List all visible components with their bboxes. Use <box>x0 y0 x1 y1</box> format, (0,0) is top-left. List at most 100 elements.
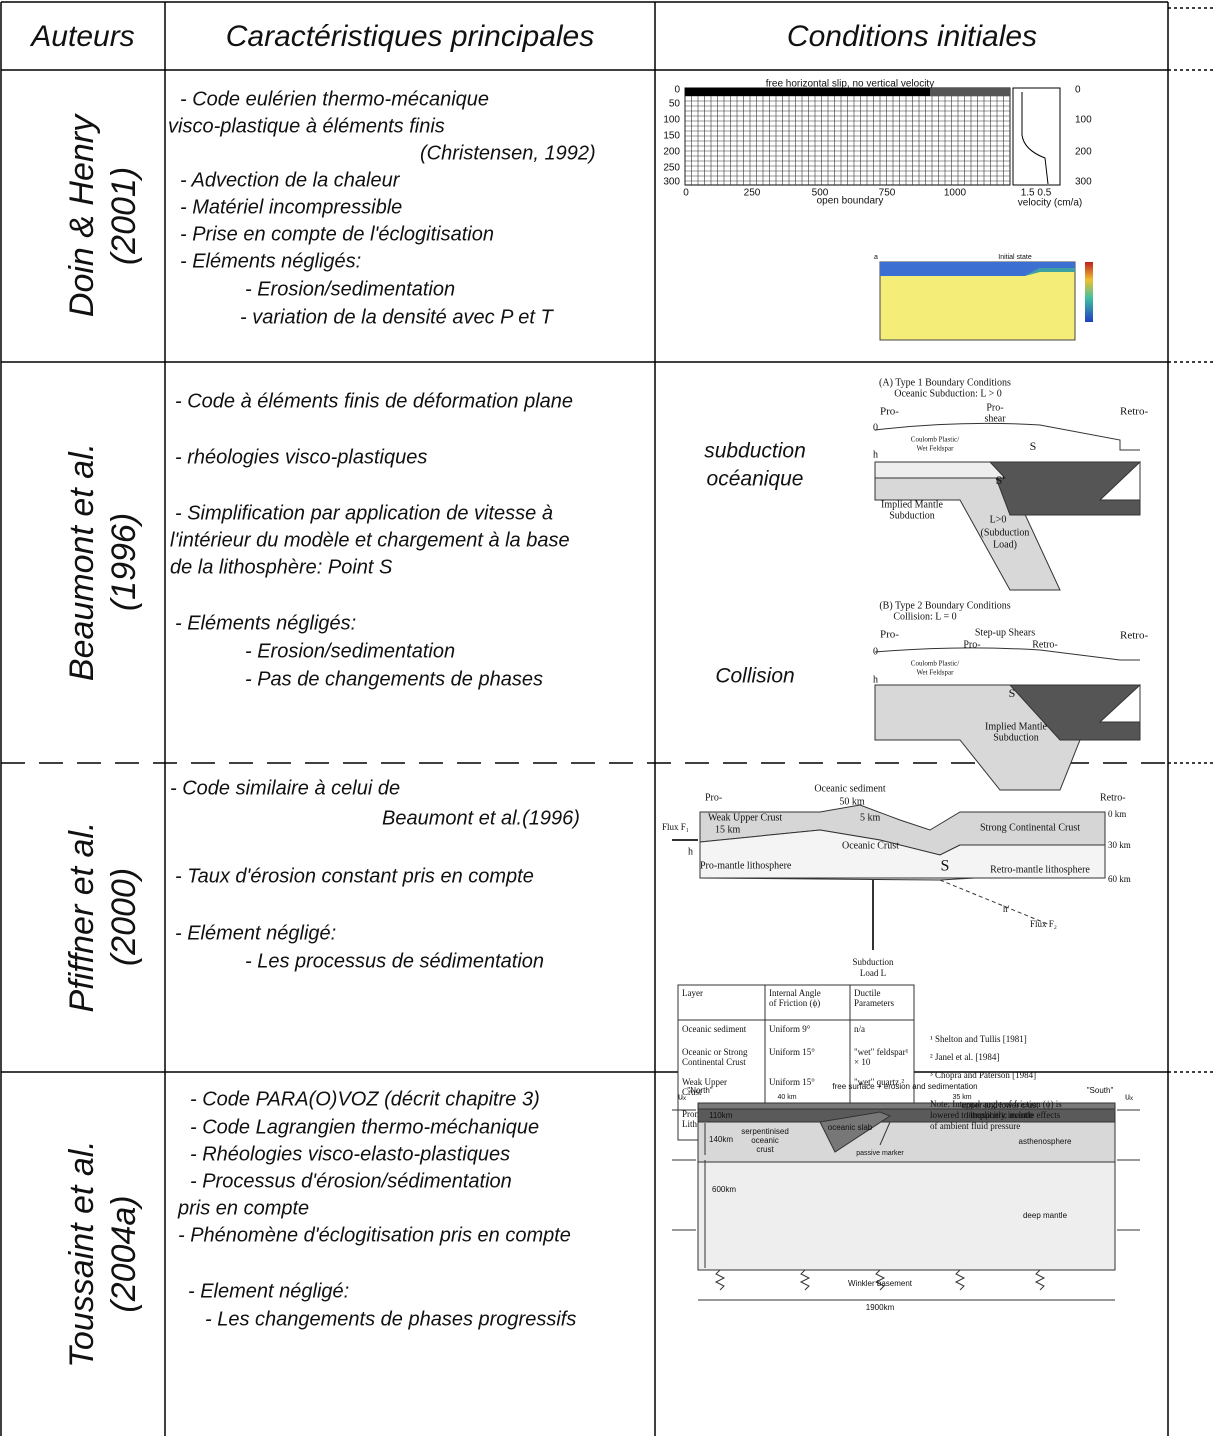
characteristic-line: - Element négligé: <box>188 1280 349 1302</box>
author: Doin & Henry <box>63 113 101 317</box>
figure-label: Pro- <box>880 629 899 641</box>
figure-label: 300 <box>663 177 680 188</box>
characteristic-line: visco-plastique à éléments finis <box>168 115 445 137</box>
figure-label: free surface + erosion and sedimentation <box>832 1082 977 1091</box>
figure-label: shear <box>984 413 1006 424</box>
header-cell: Auteurs <box>29 20 134 53</box>
table-cell: Crust <box>682 1087 702 1097</box>
characteristic-line: - Code eulérien thermo-mécanique <box>180 88 489 110</box>
figure-label: Oceanic sediment <box>814 783 886 794</box>
condition-label: Collision <box>715 665 794 688</box>
retro-block <box>1008 684 1141 741</box>
figure-label: asthenosphere <box>1019 1137 1072 1146</box>
figure-label: Retro- <box>1120 630 1148 642</box>
figure-label: free horizontal slip, no vertical veloci… <box>766 79 934 90</box>
table-cell: Uniform 9° <box>769 1024 811 1034</box>
figure-label: Retro- <box>1032 639 1058 650</box>
crust-layer <box>697 1102 1116 1110</box>
figure-label: uₓ <box>678 1091 686 1101</box>
note: Note: Internal angle of friction (ϕ) is <box>930 1099 1062 1109</box>
retro-block <box>989 461 1141 516</box>
figure-label: deep mantle <box>1023 1211 1068 1220</box>
figure-label: 40 km <box>777 1094 796 1101</box>
author: (1996) <box>105 513 143 611</box>
figure-label: Pro- <box>986 402 1003 413</box>
figure-label: 0 <box>873 422 878 433</box>
figure-label: h' <box>1003 904 1010 914</box>
note: ³ Chopra and Paterson [1984] <box>930 1070 1036 1080</box>
table-cell: Continental Crust <box>682 1057 746 1067</box>
table-cell: "wet" quartz ² <box>854 1077 904 1087</box>
mesh <box>684 88 1011 185</box>
figure-label: Coulomb Plastic/ <box>911 436 959 444</box>
table-cell: Oceanic sediment <box>682 1024 747 1034</box>
characteristic-line: - Les processus de sédimentation <box>245 950 544 972</box>
figure-label: Retro- <box>1100 792 1126 803</box>
surface <box>874 422 1140 451</box>
figure-label: 5 km <box>860 812 881 823</box>
figure-label: 50 <box>669 99 681 110</box>
characteristic-line: de la lithosphère: Point S <box>170 556 393 578</box>
characteristic-line: (Christensen, 1992) <box>420 142 596 164</box>
figure-label: 35 km <box>952 1094 971 1101</box>
figure-label: 200 <box>1075 147 1092 158</box>
figure-label: Oceanic Subduction: L > 0 <box>894 388 1001 399</box>
figure-label: 15 km <box>715 824 741 835</box>
table-cell: of Friction (ϕ) <box>769 998 820 1008</box>
spring <box>1034 1269 1046 1291</box>
figure-label: h <box>688 846 693 857</box>
characteristic-line: - Eléments négligés: <box>180 250 361 272</box>
figure-label: (B) Type 2 Boundary Conditions <box>879 600 1010 611</box>
figure-label: serpentinised <box>741 1127 789 1136</box>
figure-label: Wet Feldspar <box>917 669 955 677</box>
table-cell: × 10 <box>854 1057 871 1067</box>
wedge <box>1098 460 1141 501</box>
figure-label: S <box>941 858 950 875</box>
figure-label: L>0 <box>990 514 1007 525</box>
figure-doin-initial <box>879 261 1093 341</box>
lithosphere <box>880 262 1075 276</box>
table-cell: "wet" feldspar¹ <box>854 1047 909 1057</box>
figure-label: uₓ <box>1125 1091 1133 1101</box>
header-cell: Caractéristiques principales <box>226 20 595 53</box>
characteristic-line: - Code Lagrangien thermo-méchanique <box>190 1116 539 1138</box>
figure-label: "South" <box>1087 1086 1114 1095</box>
figure-label: 30 km <box>1108 840 1131 850</box>
figure-label: 50 km <box>839 796 865 807</box>
author: Toussaint et al. <box>63 1140 101 1367</box>
author: (2000) <box>105 868 143 966</box>
springs <box>672 1109 1140 1291</box>
figure-label: Implied Mantle <box>881 499 943 510</box>
figure-label: Initial state <box>998 254 1032 261</box>
note: lowered to implicitly include effects <box>930 1110 1061 1120</box>
figure-label: 500 <box>812 188 829 199</box>
velocity-profile <box>1021 92 1049 185</box>
characteristic-line: - Rhéologies visco-elasto-plastiques <box>190 1143 510 1165</box>
table-cell: Internal Angle <box>769 988 821 998</box>
figure-label: Wet Feldspar <box>917 445 955 453</box>
note: ² Janel et al. [1984] <box>930 1052 999 1062</box>
figure-label: S <box>1009 686 1016 700</box>
figure-label: 1900km <box>866 1303 895 1312</box>
figure-label: S <box>1030 439 1037 453</box>
crust <box>1025 268 1075 276</box>
characteristic-line: - Processus d'érosion/sédimentation <box>190 1170 512 1192</box>
figure-label: 150 <box>663 131 680 142</box>
author: (2001) <box>105 167 143 265</box>
table-cell: Oceanic or Strong <box>682 1047 748 1057</box>
figure-beaumont <box>874 422 1141 791</box>
figure-label: Load) <box>993 539 1017 550</box>
figure-label: (Subduction <box>981 527 1030 538</box>
figure-label: Pro- <box>963 639 980 650</box>
slab-edge <box>939 879 1051 926</box>
figure-label: Winkler basement <box>848 1279 913 1288</box>
table-cell: Weak Upper <box>682 1077 727 1087</box>
author: (2004a) <box>105 1195 143 1312</box>
figure-label: 750 <box>879 188 896 199</box>
condition-label: océanique <box>707 468 804 491</box>
figure-label: Load L <box>860 968 886 978</box>
header-cell: Conditions initiales <box>787 20 1037 53</box>
spring <box>714 1269 726 1291</box>
table-cell: Uniform 15° <box>769 1047 815 1057</box>
